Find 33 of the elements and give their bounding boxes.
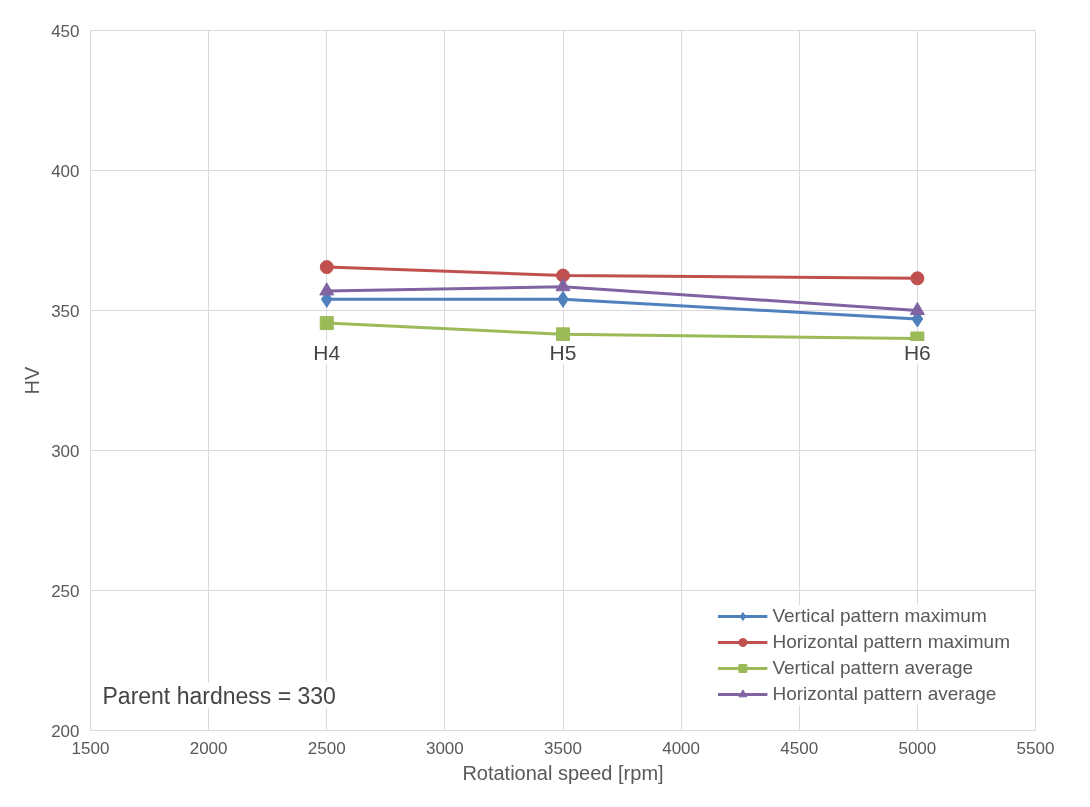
y-tick-label: 250	[51, 581, 80, 601]
point	[319, 260, 334, 275]
x-tick-label: 3000	[425, 738, 464, 758]
x-tick-label: 4500	[780, 738, 819, 758]
annotation: H6	[903, 341, 931, 364]
x-tick-label: 4000	[662, 738, 701, 758]
x-tick-label: 2000	[189, 738, 228, 758]
x-tick-label: 5000	[898, 738, 937, 758]
legend-label: Vertical pattern average	[772, 657, 974, 679]
point	[556, 268, 570, 283]
x-tick-label: 3500	[544, 738, 582, 758]
annotation: H5	[549, 341, 577, 364]
y-tick-label: 450	[51, 21, 80, 41]
legend-label: Horizontal pattern average	[772, 683, 997, 705]
point	[555, 278, 571, 292]
y-tick-label: 300	[51, 441, 80, 461]
y-tick-label: 200	[51, 721, 80, 741]
x-axis-title: Rotational speed [rpm]	[462, 761, 664, 784]
point	[909, 301, 925, 316]
legend-label: Vertical pattern maximum	[772, 605, 987, 627]
annotation: Parent hardness = 330	[102, 682, 336, 709]
x-tick-label: 2500	[307, 738, 346, 758]
legend-label: Horizontal pattern maximum	[772, 631, 1010, 653]
point	[319, 316, 334, 331]
y-axis-title: HV	[21, 365, 44, 395]
point	[556, 327, 570, 342]
annotation: H4	[313, 341, 341, 364]
y-tick-label: 400	[51, 161, 80, 181]
x-tick-label: 5500	[1016, 738, 1055, 758]
x-tick-label: 1500	[71, 738, 110, 758]
y-tick-label: 350	[51, 301, 80, 321]
point	[319, 282, 335, 296]
point	[910, 271, 925, 286]
